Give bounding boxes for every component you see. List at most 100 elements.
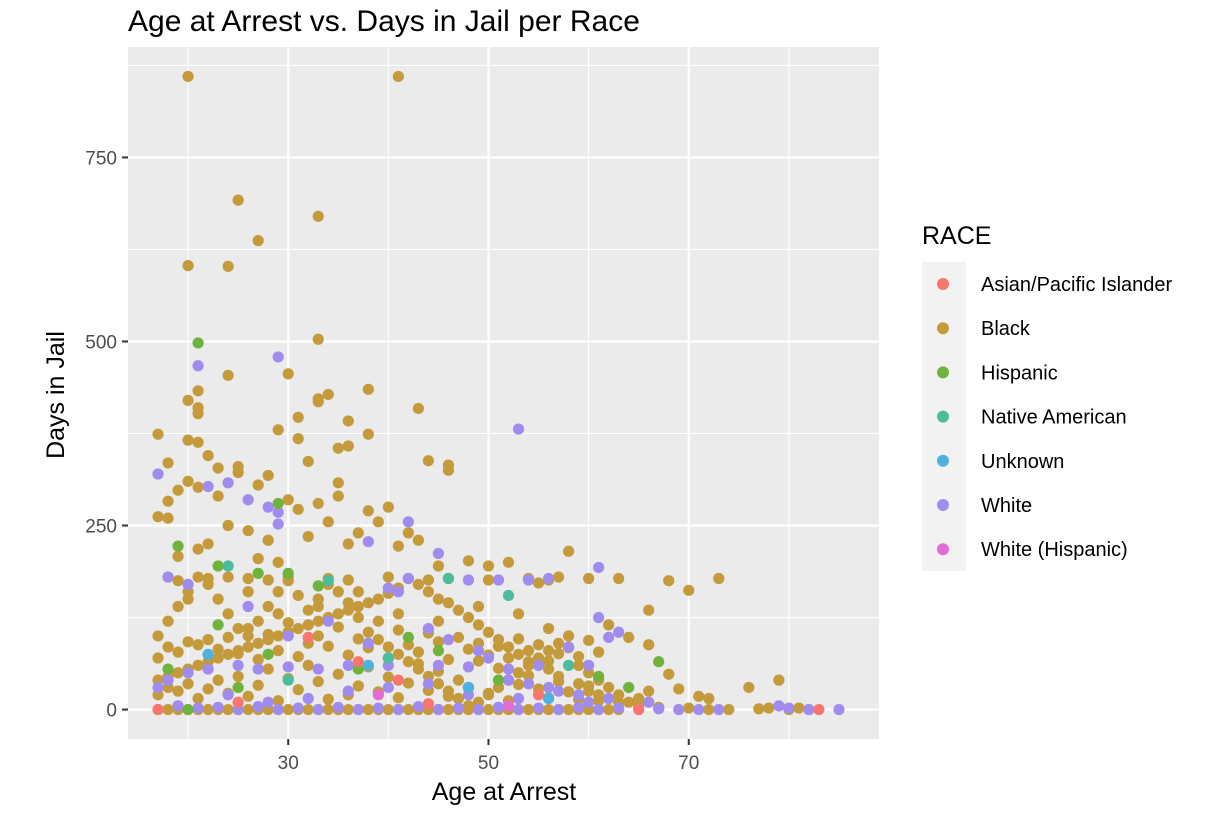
data-point xyxy=(442,464,455,476)
data-point xyxy=(272,518,284,530)
data-point xyxy=(522,659,535,671)
data-point xyxy=(442,597,455,609)
data-point xyxy=(402,527,414,539)
data-point xyxy=(192,659,204,671)
data-point xyxy=(332,442,344,454)
data-point xyxy=(212,674,224,686)
data-point xyxy=(162,571,174,583)
data-point xyxy=(302,703,314,716)
data-point xyxy=(392,586,404,598)
data-point xyxy=(202,648,214,660)
data-point xyxy=(222,477,234,489)
data-point xyxy=(532,659,545,671)
data-point xyxy=(502,589,515,602)
data-point xyxy=(242,572,254,585)
data-point xyxy=(312,675,324,688)
data-point xyxy=(783,702,795,714)
data-point xyxy=(773,674,785,686)
data-point xyxy=(262,600,274,613)
data-point xyxy=(272,703,284,716)
data-point xyxy=(172,550,184,563)
data-point xyxy=(182,593,194,605)
data-point xyxy=(292,622,304,635)
data-point xyxy=(272,645,284,657)
legend-key xyxy=(937,366,949,379)
data-point xyxy=(382,571,394,583)
legend-label: Asian/Pacific Islander xyxy=(981,274,1173,296)
data-point xyxy=(462,555,475,567)
data-point xyxy=(222,631,234,644)
data-point xyxy=(552,571,565,583)
data-point xyxy=(332,608,344,620)
data-point xyxy=(242,690,254,702)
data-point xyxy=(382,703,394,716)
data-point xyxy=(172,575,184,587)
data-point xyxy=(502,663,515,675)
data-point xyxy=(482,626,495,638)
data-point xyxy=(743,681,755,694)
data-point xyxy=(242,494,254,506)
data-point xyxy=(212,701,224,713)
data-point xyxy=(512,648,525,660)
data-point xyxy=(362,626,374,638)
data-point xyxy=(763,702,775,714)
data-point xyxy=(442,703,455,716)
data-point xyxy=(332,701,344,713)
data-point xyxy=(613,689,625,701)
data-point xyxy=(182,678,194,690)
data-point xyxy=(162,457,174,469)
data-point xyxy=(593,703,605,716)
data-point xyxy=(432,593,445,605)
data-point xyxy=(522,574,535,586)
data-point xyxy=(252,479,264,491)
data-point xyxy=(462,703,475,716)
data-point xyxy=(372,689,384,701)
data-point xyxy=(292,503,304,515)
data-point xyxy=(693,690,705,702)
data-point xyxy=(352,586,364,598)
x-tick-label: 30 xyxy=(278,753,299,774)
data-point xyxy=(242,703,254,716)
data-point xyxy=(262,696,274,708)
data-point xyxy=(182,70,194,83)
data-point xyxy=(282,674,294,686)
data-point xyxy=(222,369,234,381)
data-point xyxy=(673,703,685,716)
data-point xyxy=(793,702,805,714)
data-point xyxy=(603,692,615,705)
data-point xyxy=(512,667,525,679)
data-point xyxy=(172,700,184,712)
data-point xyxy=(442,690,455,702)
data-point xyxy=(532,689,545,701)
data-point xyxy=(252,653,264,666)
data-point xyxy=(633,703,645,716)
data-point xyxy=(452,604,465,616)
legend-label: Hispanic xyxy=(981,362,1058,384)
data-point xyxy=(422,622,434,635)
data-point xyxy=(432,636,445,648)
data-point xyxy=(312,580,324,592)
data-point xyxy=(302,631,314,644)
data-point xyxy=(472,655,485,667)
data-point xyxy=(222,571,234,583)
data-point xyxy=(723,703,735,716)
data-point xyxy=(332,477,344,489)
data-point xyxy=(172,646,184,658)
data-point xyxy=(593,689,605,701)
data-point xyxy=(342,597,354,609)
data-point xyxy=(552,703,565,716)
data-point xyxy=(162,663,174,675)
data-point xyxy=(703,692,715,705)
data-point xyxy=(152,652,164,664)
legend-label: Unknown xyxy=(981,451,1064,473)
data-point xyxy=(282,661,294,673)
data-point xyxy=(152,703,164,716)
data-point xyxy=(402,656,414,668)
data-point xyxy=(252,235,264,247)
x-tick-label: 50 xyxy=(478,753,499,774)
data-point xyxy=(192,692,204,705)
data-point xyxy=(302,659,314,671)
data-point xyxy=(302,692,314,705)
data-point xyxy=(512,608,525,620)
data-point xyxy=(322,615,334,627)
